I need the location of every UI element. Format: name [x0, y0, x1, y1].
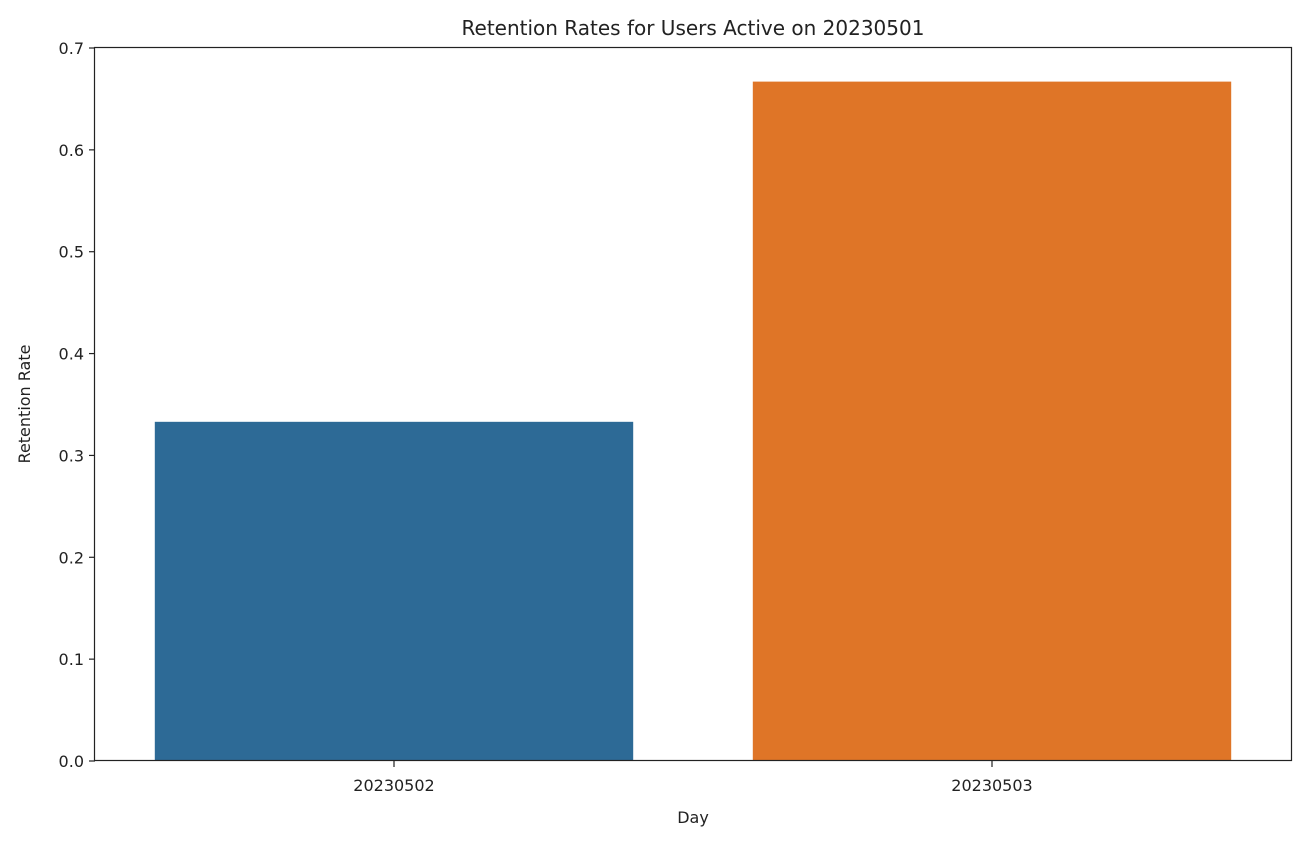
bars-layer [154, 81, 1232, 761]
y-tick-label: 0.5 [59, 243, 84, 262]
y-tick-label: 0.0 [59, 752, 84, 771]
x-axis: 20230502 20230503 [353, 761, 1033, 795]
y-tick-label: 0.3 [59, 446, 84, 465]
chart-title: Retention Rates for Users Active on 2023… [462, 16, 925, 40]
plot-frame [93, 46, 1293, 762]
bar-20230503 [752, 81, 1232, 761]
y-tick-label: 0.2 [59, 548, 84, 567]
y-axis-label: Retention Rate [15, 345, 34, 464]
y-tick-label: 0.7 [59, 39, 84, 58]
x-tick-label: 20230502 [353, 776, 434, 795]
y-tick-label: 0.4 [59, 345, 84, 364]
y-tick-label: 0.6 [59, 141, 84, 160]
x-tick-label: 20230503 [951, 776, 1032, 795]
bar-20230502 [154, 421, 634, 761]
y-axis: 0.0 0.1 0.2 0.3 0.4 0.5 0.6 0.7 [59, 39, 95, 771]
y-tick-label: 0.1 [59, 650, 84, 669]
x-axis-label: Day [677, 808, 709, 827]
